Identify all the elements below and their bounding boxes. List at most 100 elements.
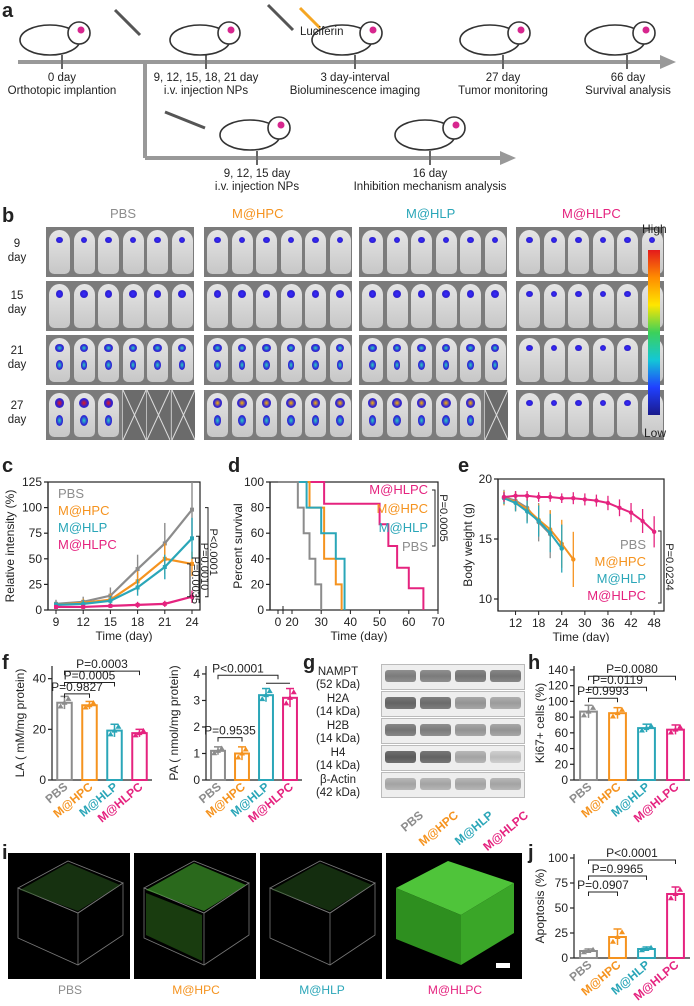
mouse-image bbox=[98, 284, 119, 328]
f1-significance-bracket bbox=[64, 670, 140, 676]
j-y-tick-label: 75 bbox=[555, 876, 569, 890]
h-pvalue-1: P=0.0119 bbox=[592, 673, 643, 687]
mouse-image bbox=[207, 338, 228, 382]
bioluminescence-signal bbox=[550, 344, 558, 352]
mouse-image bbox=[592, 393, 614, 437]
blot-protein-label-3: H4 (14 kDa) bbox=[301, 747, 375, 773]
mouse-image bbox=[49, 230, 70, 274]
d-y-tick-label: 20 bbox=[251, 577, 265, 591]
bioluminescence-signal bbox=[417, 343, 426, 353]
e-x-tick-label: 48 bbox=[647, 616, 661, 630]
e-x-label: Time (day) bbox=[553, 630, 610, 642]
bioluminescence-signal bbox=[213, 415, 222, 426]
j-dot bbox=[638, 947, 645, 953]
bioluminescence-signal bbox=[287, 360, 295, 370]
mouse-image bbox=[362, 393, 383, 437]
j-significance-bracket bbox=[588, 859, 676, 864]
bioluminescence-signal bbox=[55, 290, 64, 298]
h-bar-1 bbox=[608, 712, 627, 781]
e-point bbox=[640, 518, 645, 524]
mouse-image bbox=[49, 338, 70, 382]
f1-significance-bracket bbox=[64, 681, 115, 687]
timeline-6-label: 16 day Inhibition mechanism analysis bbox=[353, 168, 507, 193]
blot-band bbox=[420, 724, 451, 736]
c-x-tick-label: 9 bbox=[53, 615, 60, 629]
bioluminescence-signal bbox=[441, 343, 451, 353]
blot-band bbox=[420, 697, 451, 709]
confocal-hlpc bbox=[386, 853, 522, 979]
mouse-image bbox=[256, 393, 277, 437]
bli-row3-group2 bbox=[359, 389, 508, 441]
h-bar-0 bbox=[579, 710, 598, 781]
c-x-label: Time (day) bbox=[96, 629, 153, 642]
bioluminescence-signal bbox=[79, 343, 89, 353]
bioluminescence-signal bbox=[575, 290, 582, 298]
f1-y-label: LA ( mM/mg protein) bbox=[13, 669, 27, 778]
bioluminescence-signal bbox=[262, 343, 271, 353]
h-pvalue-0: P=0.0080 bbox=[606, 662, 658, 676]
f2-y-label: PA ( nmol/mg protein) bbox=[167, 665, 181, 780]
bli-row0-group1 bbox=[204, 227, 352, 277]
b-title-hpc: M@HPC bbox=[232, 206, 284, 221]
mouse-image bbox=[592, 284, 614, 328]
mouse-image bbox=[171, 230, 193, 274]
mouse-image bbox=[617, 284, 638, 328]
e-point bbox=[501, 494, 507, 500]
mouse-image bbox=[386, 393, 408, 437]
bioluminescence-signal bbox=[418, 236, 425, 244]
c-point bbox=[135, 585, 140, 590]
h-dot bbox=[638, 727, 645, 733]
j-y-tick-label: 25 bbox=[555, 926, 569, 940]
mouse-image bbox=[329, 338, 351, 382]
j-significance-bracket bbox=[588, 875, 647, 880]
f1-dot bbox=[61, 699, 68, 705]
timeline-3-label: 27 day Tumor monitoring bbox=[458, 72, 548, 97]
bli-row3-group3 bbox=[516, 390, 664, 440]
c-point bbox=[81, 604, 86, 609]
bioluminescence-signal bbox=[153, 290, 162, 298]
e-y-tick-label: 15 bbox=[479, 532, 493, 546]
blot-band bbox=[420, 751, 451, 763]
blot-band bbox=[385, 724, 416, 736]
bioluminescence-signal bbox=[575, 344, 582, 352]
timeline-1-label: 9, 12, 15, 18, 21 day i.v. injection NPs bbox=[153, 72, 259, 97]
b-title-hlp: M@HLP bbox=[406, 206, 456, 221]
c-y-tick-label: 25 bbox=[29, 577, 43, 591]
j-dot bbox=[619, 929, 626, 935]
f2-dot bbox=[290, 689, 297, 695]
e-point bbox=[548, 530, 553, 536]
mouse-image bbox=[519, 284, 540, 328]
bioluminescence-signal bbox=[417, 290, 426, 298]
colorbar-high-label: High bbox=[642, 222, 667, 236]
c-y-tick-label: 125 bbox=[22, 475, 42, 489]
confocal-pbs bbox=[8, 853, 130, 979]
i-label-hlpc: M@HLPC bbox=[427, 983, 483, 997]
bioluminescence-signal bbox=[369, 360, 376, 370]
c-y-label: Relative intensity (%) bbox=[3, 490, 17, 603]
mouse-image bbox=[280, 230, 302, 274]
mouse-image bbox=[411, 393, 432, 437]
bli-row3-group1 bbox=[204, 390, 352, 440]
d-legend-3: PBS bbox=[402, 539, 428, 554]
bioluminescence-signal bbox=[648, 236, 656, 244]
mouse-image bbox=[362, 230, 383, 274]
c-legend-0: PBS bbox=[58, 486, 84, 501]
panel-a-label: a bbox=[2, 0, 14, 22]
blot-band bbox=[455, 697, 486, 709]
b-row-21: 21 day bbox=[7, 345, 27, 371]
c-point bbox=[190, 507, 194, 512]
bioluminescence-signal bbox=[80, 360, 88, 370]
bioluminescence-signal bbox=[54, 398, 65, 408]
mouse-image bbox=[305, 338, 326, 382]
f2-bar-2 bbox=[258, 694, 274, 782]
western-blot: NAMPT (52 kDa) H2A (14 kDa) H2B (14 kDa) H4 (14… bbox=[301, 662, 531, 854]
c-point bbox=[81, 601, 86, 606]
e-point bbox=[617, 505, 622, 510]
j-y-label: Apoptosis (%) bbox=[533, 869, 547, 944]
e-point bbox=[536, 518, 541, 524]
mouse-image bbox=[568, 230, 589, 274]
bioluminescence-signal bbox=[393, 290, 401, 298]
